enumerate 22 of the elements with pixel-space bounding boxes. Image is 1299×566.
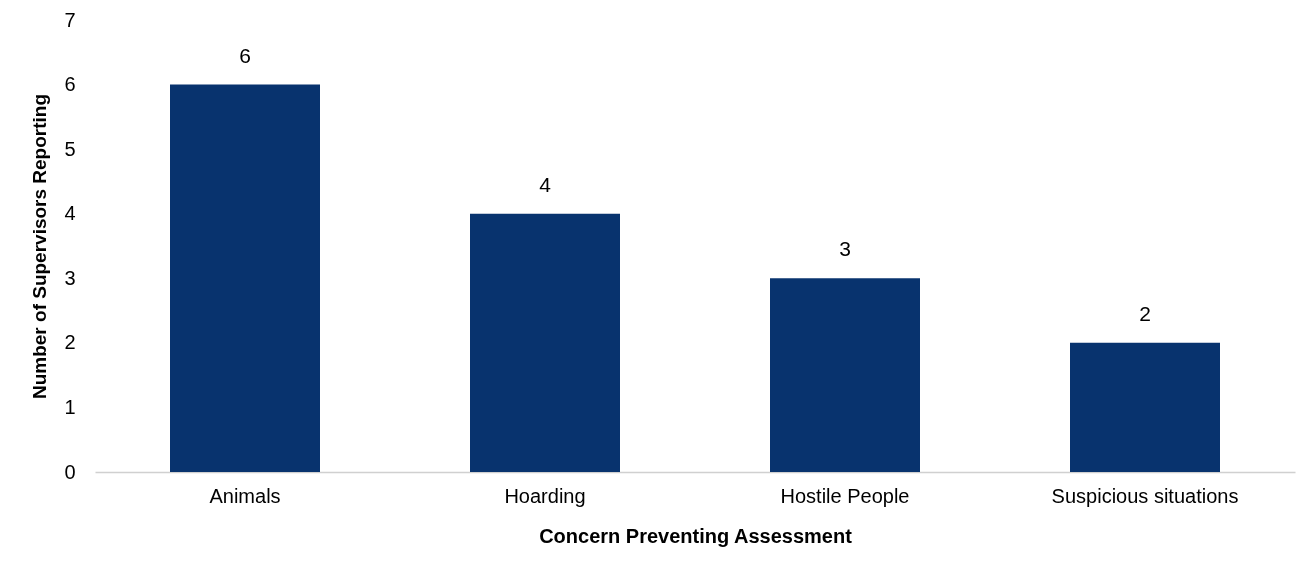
data-label: 3: [839, 237, 851, 261]
data-label: 2: [1139, 301, 1151, 325]
bar: [470, 213, 620, 472]
y-tick-label: 0: [64, 460, 76, 483]
y-tick-label: 5: [64, 137, 76, 160]
y-tick-label: 2: [64, 331, 76, 354]
data-label: 6: [239, 43, 251, 67]
bar: [770, 278, 920, 472]
bar: [1070, 342, 1220, 472]
x-tick-label: Hoarding: [504, 484, 586, 507]
x-axis-title: Concern Preventing Assessment: [539, 524, 853, 547]
bar: [170, 84, 320, 472]
y-tick-label: 6: [64, 73, 76, 96]
y-tick-label: 4: [64, 202, 76, 225]
x-tick-label: Suspicious situations: [1051, 484, 1239, 507]
x-tick-label: Animals: [209, 484, 281, 507]
y-tick-label: 3: [64, 266, 76, 289]
y-tick-label: 7: [64, 8, 76, 31]
y-tick-label: 1: [64, 395, 76, 418]
data-label: 4: [539, 172, 552, 196]
x-tick-label: Hostile People: [780, 484, 910, 507]
y-axis-title: Number of Supervisors Reporting: [29, 93, 51, 400]
